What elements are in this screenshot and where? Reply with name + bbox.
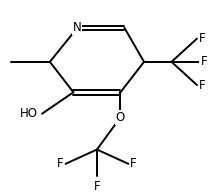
Text: F: F	[94, 180, 100, 193]
Text: F: F	[57, 157, 64, 170]
Text: F: F	[201, 55, 207, 68]
Text: F: F	[130, 157, 137, 170]
Text: O: O	[116, 111, 125, 124]
Text: N: N	[73, 21, 82, 34]
Text: HO: HO	[20, 107, 38, 120]
Text: F: F	[199, 79, 206, 92]
Text: F: F	[199, 32, 206, 45]
